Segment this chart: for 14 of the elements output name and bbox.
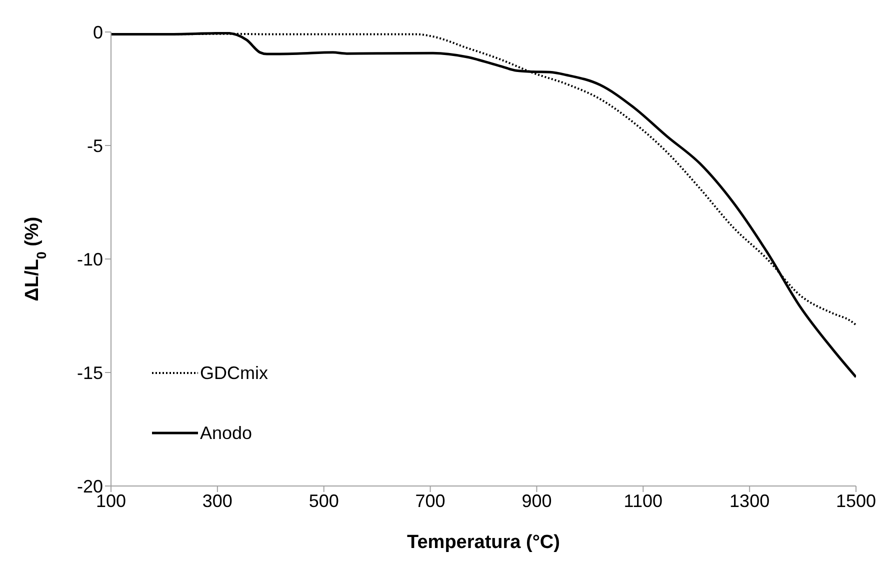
- y-tick-label: -10: [76, 249, 103, 270]
- x-tick-label: 900: [522, 490, 552, 511]
- x-tick-label: 1100: [624, 490, 662, 511]
- x-tick-label: 300: [202, 490, 232, 511]
- legend-label: GDCmix: [200, 362, 268, 384]
- y-tick-label: 0: [92, 22, 103, 42]
- y-tick-label: -15: [76, 362, 103, 383]
- x-tick-label: 1500: [836, 490, 876, 511]
- x-tick-label: 500: [308, 490, 339, 511]
- x-tick-label: 1300: [730, 490, 770, 511]
- legend-label: Anodo: [200, 422, 252, 444]
- y-tick-label: -5: [86, 136, 103, 156]
- x-axis-title: Temperatura (°C): [407, 532, 560, 553]
- x-tick-label: 700: [415, 490, 446, 511]
